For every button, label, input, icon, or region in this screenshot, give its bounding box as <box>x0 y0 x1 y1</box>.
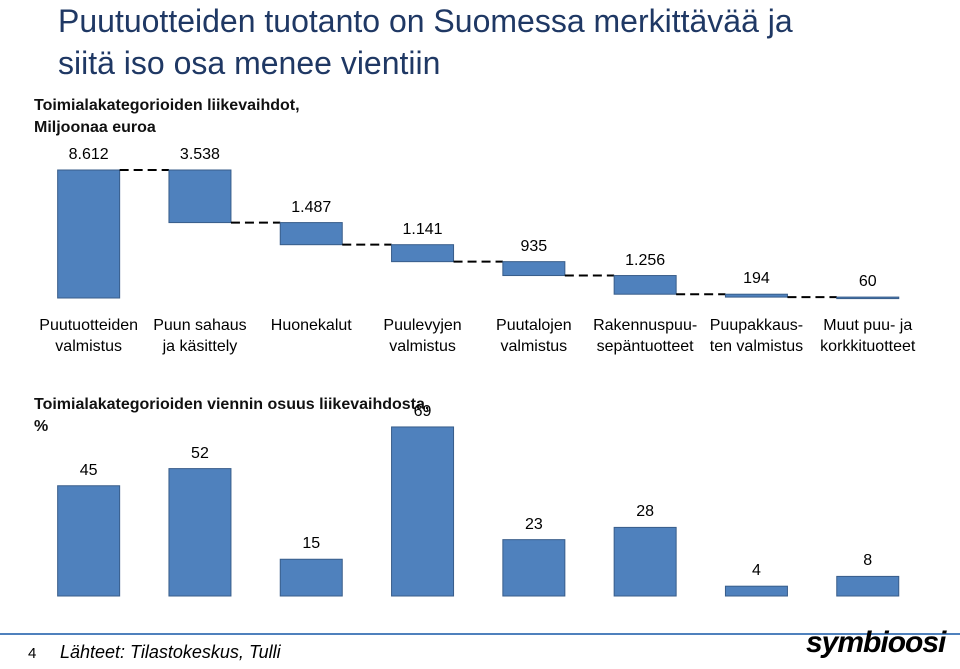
bar <box>391 244 455 263</box>
bar <box>57 169 121 299</box>
value-label: 8.612 <box>68 146 109 163</box>
value-label: 69 <box>413 402 432 420</box>
value-label: 1.141 <box>402 220 443 238</box>
value-label: 3.538 <box>179 146 220 163</box>
bar <box>279 222 343 246</box>
x-tick-label: Muut puu- ja korkkituotteet <box>820 317 916 355</box>
chart-title: Toimialakategorioiden viennin osuus liik… <box>34 396 430 435</box>
value-label: 52 <box>191 444 209 462</box>
slide-title: Puutuotteiden tuotanto on Suomessa merki… <box>58 3 793 81</box>
value-label: 23 <box>524 515 543 533</box>
value-label: 60 <box>858 273 877 291</box>
x-tick-label: Puun sahaus ja käsittely <box>153 317 247 355</box>
x-tick-label: Puulevyjen valmistus <box>383 317 462 355</box>
logo: symbioosi <box>806 626 946 659</box>
value-label: 4 <box>751 562 761 580</box>
x-tick-label: Puutuotteiden valmistus <box>39 317 139 355</box>
bar <box>836 575 900 597</box>
bar <box>502 261 566 277</box>
x-tick-label: Puutalojen valmistus <box>496 317 572 355</box>
bar <box>57 485 121 597</box>
x-tick-label: Huonekalut <box>270 317 352 334</box>
chart-title: Toimialakategorioiden liikevaihdot, Milj… <box>34 97 300 136</box>
bar <box>724 585 788 597</box>
bar <box>168 468 232 597</box>
page-number: 4 <box>28 645 37 662</box>
value-label: 935 <box>520 237 548 255</box>
bar <box>613 526 677 597</box>
bar <box>502 539 566 597</box>
value-label: 8 <box>863 552 873 570</box>
bar <box>724 293 788 298</box>
value-label: 1.256 <box>625 251 666 269</box>
bar <box>836 296 900 300</box>
x-tick-label: Puupakkaus- ten valmistus <box>709 317 804 355</box>
value-label: 194 <box>743 270 770 288</box>
bar <box>168 169 232 224</box>
bar <box>279 558 343 597</box>
value-label: 28 <box>636 503 655 521</box>
bar <box>613 275 677 295</box>
value-label: 45 <box>79 461 98 479</box>
value-label: 15 <box>302 535 321 553</box>
x-tick-label: Rakennuspuu- sepäntuotteet <box>593 317 698 355</box>
bar <box>391 426 455 597</box>
value-label: 1.487 <box>291 198 332 216</box>
source: Lähteet: Tilastokeskus, Tulli <box>60 642 281 662</box>
